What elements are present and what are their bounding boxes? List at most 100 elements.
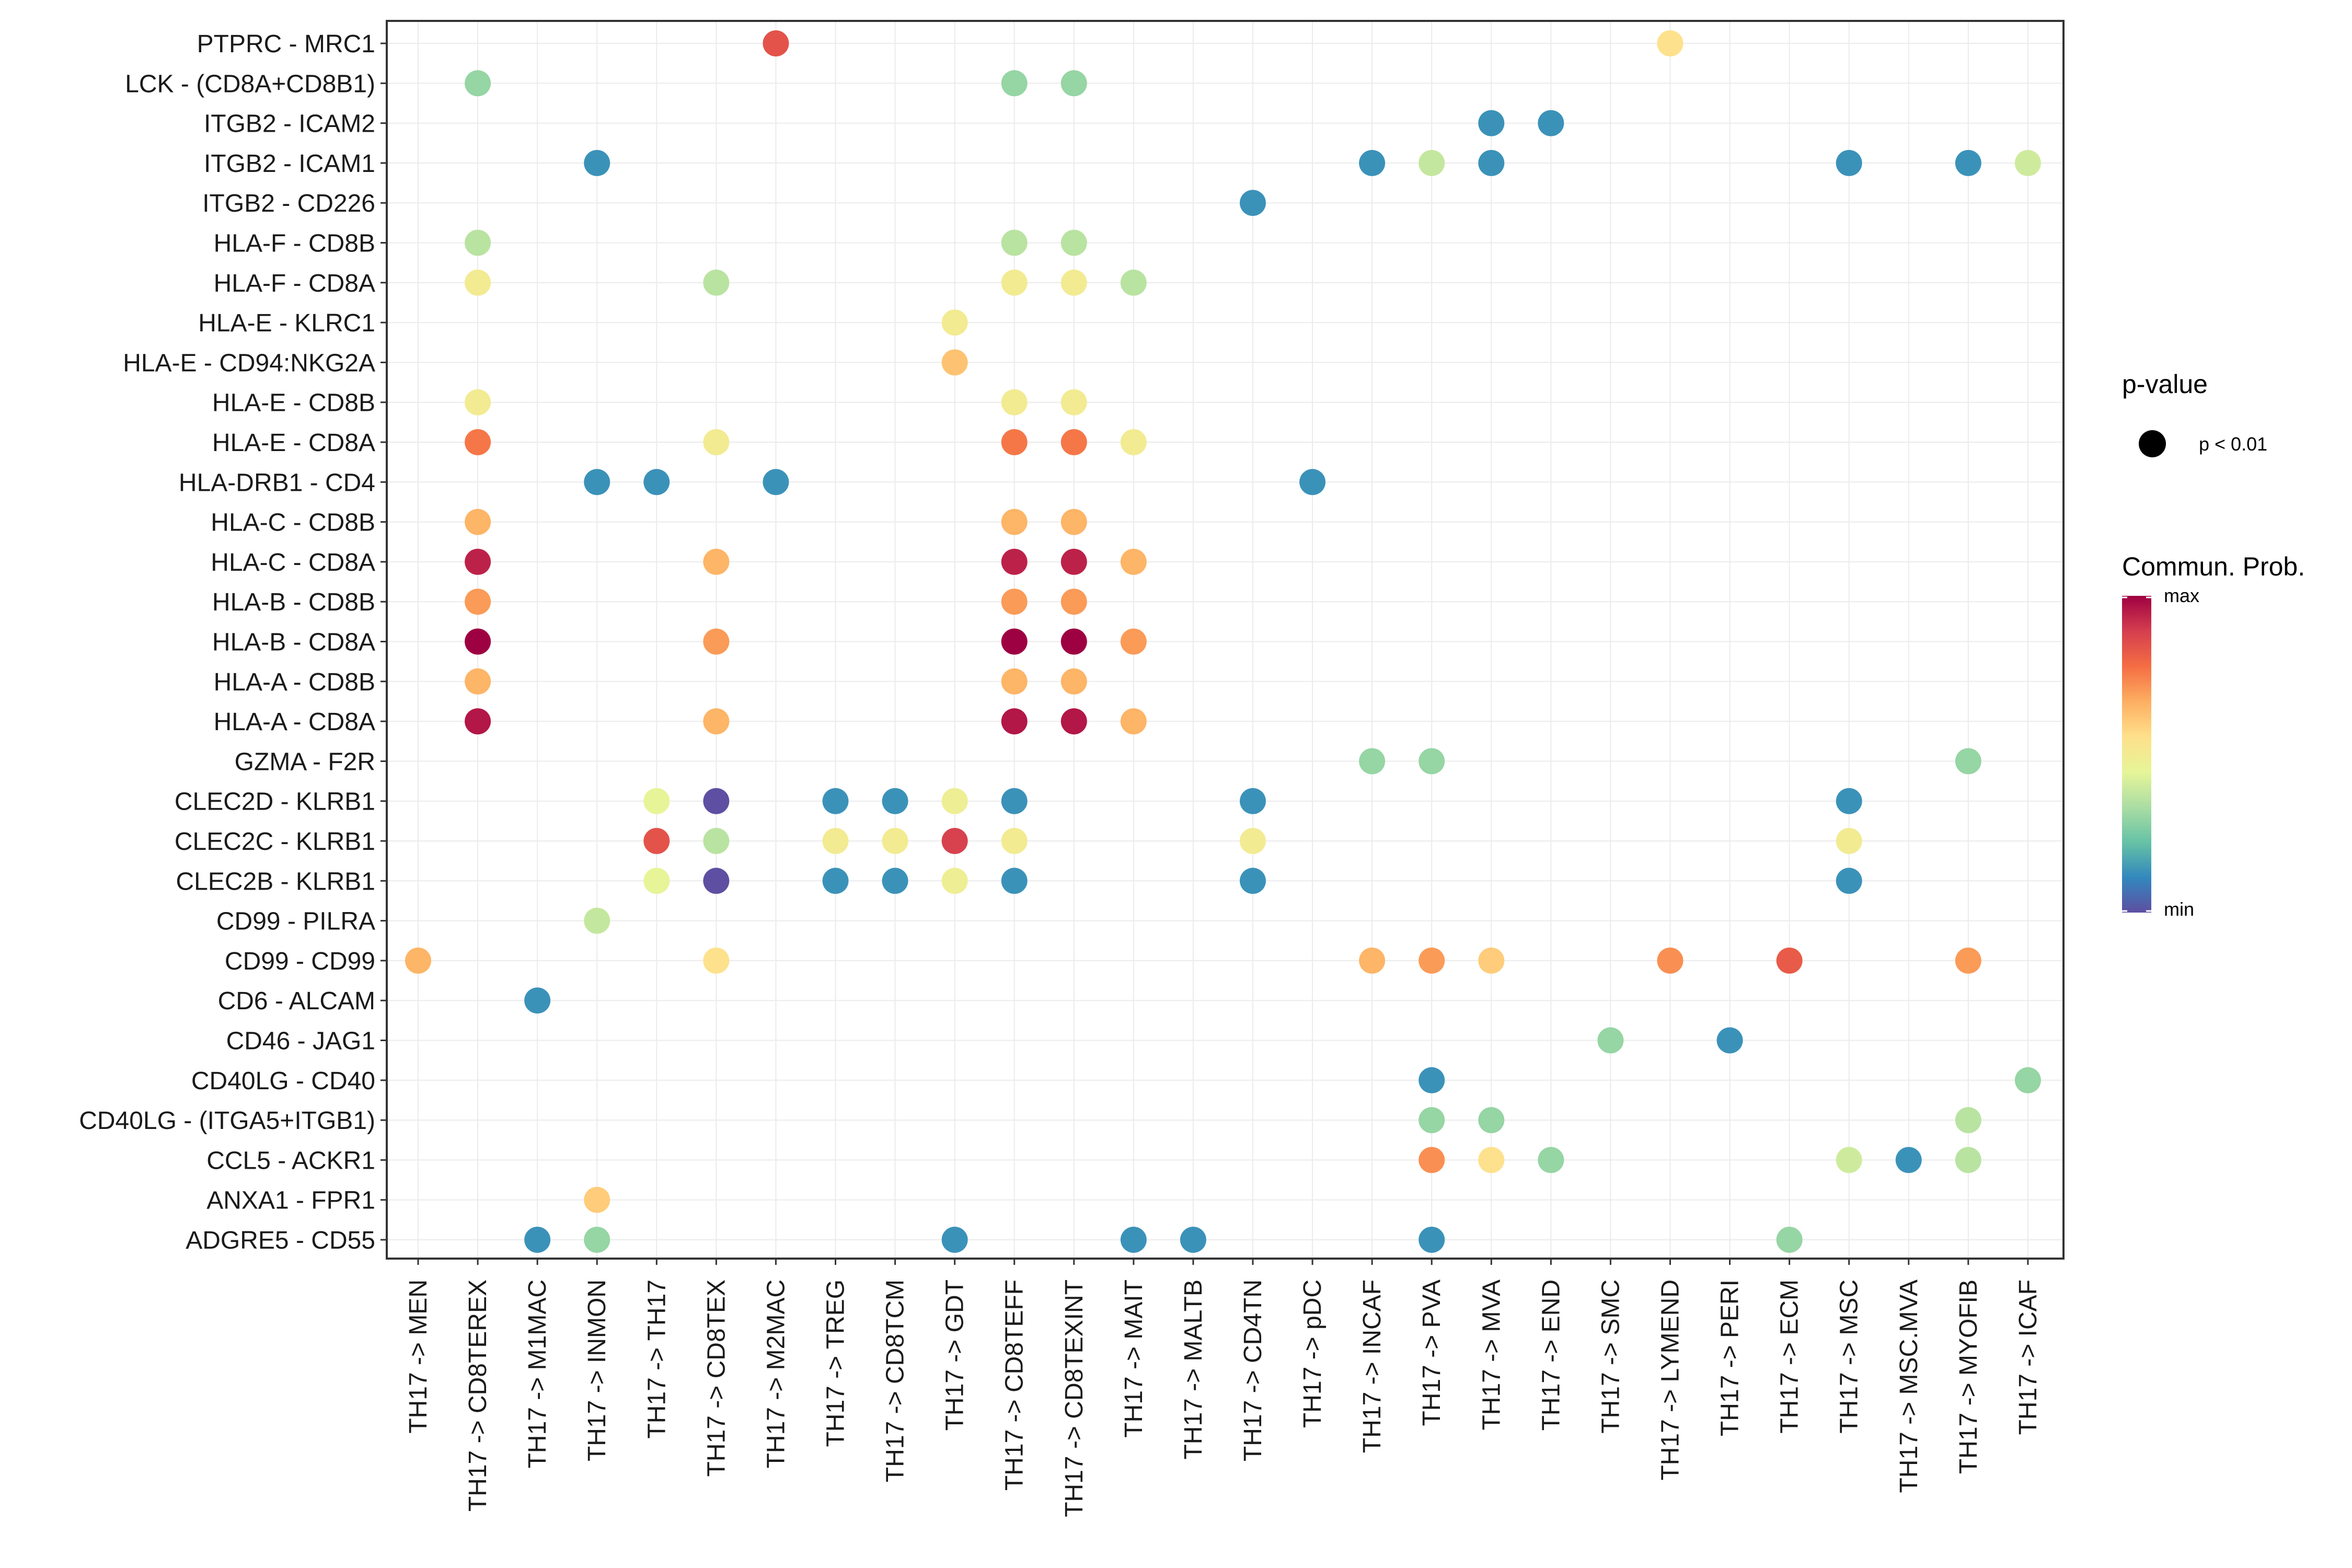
data-point xyxy=(703,429,730,455)
data-point xyxy=(465,589,491,615)
data-point xyxy=(763,469,789,495)
data-point xyxy=(941,309,968,336)
y-tick-label: CD6 - ALCAM xyxy=(218,987,375,1015)
data-point xyxy=(822,868,849,894)
y-tick-label: HLA-E - KLRC1 xyxy=(198,309,375,337)
data-point xyxy=(2014,149,2041,176)
y-tick-label: CLEC2D - KLRB1 xyxy=(175,788,375,816)
data-point xyxy=(1478,947,1505,974)
x-tick-label: TH17 -> LYMEND xyxy=(1656,1279,1684,1481)
data-point xyxy=(1299,469,1326,495)
y-tick-label: CLEC2C - KLRB1 xyxy=(175,828,375,856)
x-tick-label: TH17 -> GDT xyxy=(941,1279,969,1431)
data-point xyxy=(1001,708,1028,735)
data-point xyxy=(1538,110,1564,136)
data-point xyxy=(1060,429,1087,455)
data-point xyxy=(405,947,431,974)
colorbar-title: Commun. Prob. xyxy=(2122,552,2305,581)
data-point xyxy=(941,828,968,854)
data-point xyxy=(1120,628,1147,655)
data-point xyxy=(1478,149,1505,176)
data-point xyxy=(2014,1067,2041,1093)
data-point xyxy=(1239,828,1266,854)
x-tick-label: TH17 -> CD8TEREX xyxy=(464,1279,492,1512)
data-point xyxy=(1120,429,1147,455)
data-point xyxy=(1060,70,1087,97)
y-tick-label: CLEC2B - KLRB1 xyxy=(176,868,376,895)
x-tick-label: TH17 -> END xyxy=(1537,1279,1565,1431)
data-point xyxy=(1419,1147,1445,1173)
data-point xyxy=(703,269,730,296)
data-point xyxy=(1419,748,1445,775)
y-tick-label: LCK - (CD8A+CD8B1) xyxy=(125,70,375,98)
y-tick-label: HLA-E - CD8B xyxy=(212,389,375,417)
data-point xyxy=(1001,828,1028,854)
grid-lines xyxy=(387,21,2063,1259)
y-tick-label: CD99 - CD99 xyxy=(225,948,375,975)
x-tick-label: TH17 -> ICAF xyxy=(2014,1279,2042,1435)
data-point xyxy=(1836,788,1862,814)
y-tick-label: CD99 - PILRA xyxy=(216,908,375,936)
data-point xyxy=(1001,868,1028,894)
data-point xyxy=(1001,548,1028,575)
data-point xyxy=(1001,389,1028,416)
legend: p-value p < 0.01 Commun. Prob. max min xyxy=(2122,370,2305,920)
data-point xyxy=(1001,628,1028,655)
y-tick-label: HLA-E - CD8A xyxy=(212,429,375,457)
data-point xyxy=(584,469,610,495)
x-tick-label: TH17 -> CD8TEFF xyxy=(1001,1279,1029,1491)
data-point xyxy=(1836,868,1862,894)
data-point xyxy=(941,788,968,814)
x-tick-label: TH17 -> ECM xyxy=(1776,1279,1804,1434)
data-point xyxy=(465,70,491,97)
data-point xyxy=(1180,1227,1206,1253)
data-point xyxy=(1895,1147,1922,1173)
data-point xyxy=(1419,947,1445,974)
data-point xyxy=(1776,1227,1803,1253)
data-point xyxy=(1657,947,1684,974)
data-point xyxy=(643,788,670,814)
y-tick-label: HLA-A - CD8B xyxy=(214,668,375,696)
data-point xyxy=(1419,1107,1445,1134)
y-tick-label: HLA-B - CD8B xyxy=(212,589,375,616)
data-point xyxy=(882,868,908,894)
data-point xyxy=(1060,628,1087,655)
data-point xyxy=(1955,947,1981,974)
data-point xyxy=(1657,30,1684,56)
data-point xyxy=(465,628,491,655)
y-tick-label: CD40LG - (ITGA5+ITGB1) xyxy=(79,1107,375,1135)
data-point xyxy=(1478,110,1505,136)
x-tick-label: TH17 -> INCAF xyxy=(1358,1279,1386,1453)
x-tick-label: TH17 -> TREG xyxy=(822,1279,849,1447)
pvalue-legend-title: p-value xyxy=(2122,370,2208,399)
y-tick-label: HLA-C - CD8B xyxy=(211,509,375,537)
y-tick-label: HLA-F - CD8B xyxy=(214,230,375,258)
data-point xyxy=(1478,1147,1505,1173)
data-point xyxy=(465,548,491,575)
data-point xyxy=(1836,1147,1862,1173)
x-axis-ticks xyxy=(417,1259,2029,1265)
data-point xyxy=(1001,589,1028,615)
colorbar-min-label: min xyxy=(2164,898,2194,920)
data-point xyxy=(643,868,670,894)
x-tick-label: TH17 -> TH17 xyxy=(643,1279,671,1439)
data-point xyxy=(1001,429,1028,455)
pvalue-legend-label: p < 0.01 xyxy=(2199,433,2267,455)
data-point xyxy=(703,548,730,575)
data-point xyxy=(465,708,491,735)
data-point xyxy=(941,349,968,376)
data-point xyxy=(643,828,670,854)
y-tick-label: ADGRE5 - CD55 xyxy=(186,1227,375,1254)
data-point xyxy=(1120,548,1147,575)
data-point xyxy=(1359,947,1386,974)
data-point xyxy=(1955,1147,1981,1173)
data-point xyxy=(1001,788,1028,814)
y-tick-label: ANXA1 - FPR1 xyxy=(206,1187,375,1215)
data-point xyxy=(1060,589,1087,615)
data-point xyxy=(703,628,730,655)
data-point xyxy=(1001,269,1028,296)
data-point xyxy=(1716,1027,1743,1054)
data-point xyxy=(524,1227,551,1253)
x-tick-label: TH17 -> MSC.MVA xyxy=(1895,1279,1923,1493)
data-point xyxy=(1060,708,1087,735)
